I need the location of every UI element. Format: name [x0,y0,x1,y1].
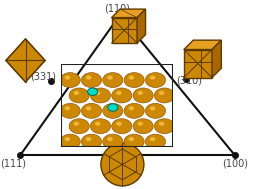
Polygon shape [183,40,220,50]
Circle shape [107,106,112,110]
Circle shape [94,122,100,126]
Text: (100): (100) [221,158,247,168]
Text: (311): (311) [104,160,130,170]
Circle shape [102,134,122,149]
Circle shape [73,91,79,95]
Circle shape [94,91,100,95]
Circle shape [60,134,80,149]
Circle shape [123,134,144,149]
Polygon shape [6,39,45,82]
Circle shape [145,103,165,118]
Text: (310): (310) [175,75,201,85]
Circle shape [86,137,91,141]
Circle shape [128,106,134,110]
Circle shape [137,122,142,126]
Circle shape [149,137,155,141]
Circle shape [64,137,70,141]
Circle shape [107,75,112,80]
Circle shape [154,119,174,134]
Circle shape [90,119,110,134]
Circle shape [60,73,80,88]
Circle shape [86,106,91,110]
Circle shape [101,143,143,186]
Circle shape [64,106,70,110]
Circle shape [128,75,134,80]
Text: (111): (111) [0,158,26,168]
Circle shape [133,88,153,103]
Circle shape [158,122,164,126]
Circle shape [149,106,155,110]
Circle shape [69,119,89,134]
Polygon shape [211,40,220,77]
Circle shape [81,103,101,118]
Circle shape [73,122,79,126]
Circle shape [69,88,89,103]
Circle shape [111,88,131,103]
Circle shape [128,137,134,141]
Circle shape [123,73,144,88]
Circle shape [116,91,121,95]
Circle shape [86,75,91,80]
Circle shape [107,104,117,111]
Circle shape [90,88,110,103]
Text: (110): (110) [104,3,130,13]
Circle shape [87,88,97,95]
Circle shape [102,103,122,118]
Circle shape [133,119,153,134]
Polygon shape [111,9,145,18]
Circle shape [102,73,122,88]
Polygon shape [183,50,211,77]
Circle shape [60,103,80,118]
Circle shape [81,73,101,88]
Circle shape [64,75,70,80]
Text: (331): (331) [30,71,56,81]
Circle shape [116,122,121,126]
Circle shape [111,119,131,134]
Circle shape [145,73,165,88]
Polygon shape [111,18,137,43]
Circle shape [81,134,101,149]
Circle shape [154,88,174,103]
Circle shape [107,137,112,141]
Polygon shape [137,9,145,43]
Circle shape [137,91,142,95]
Circle shape [145,134,165,149]
Circle shape [123,103,144,118]
Circle shape [149,75,155,80]
Circle shape [158,91,164,95]
